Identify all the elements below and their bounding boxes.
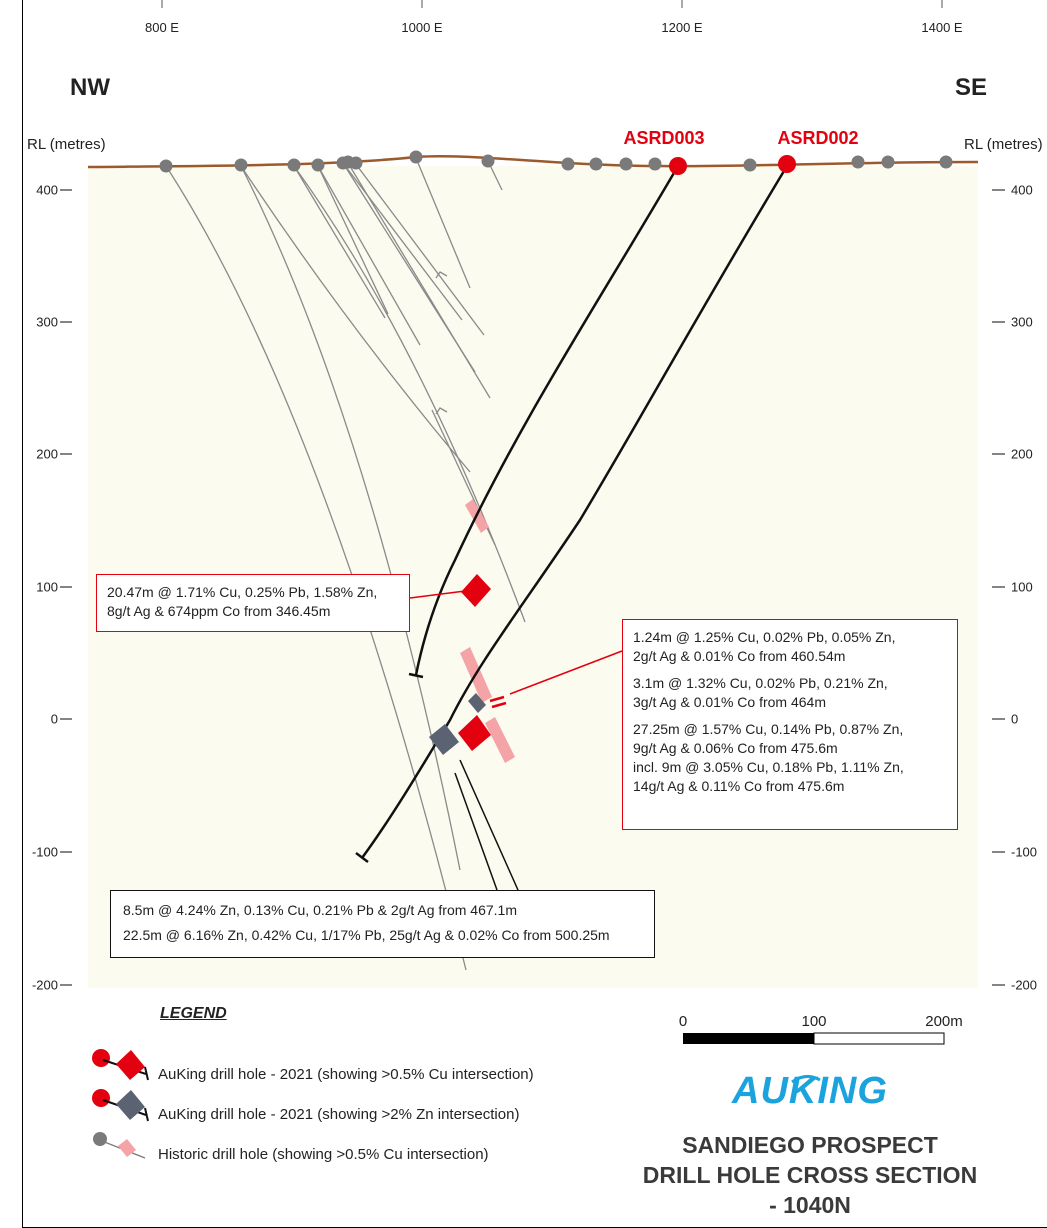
historic-collars [159,150,953,173]
rl-label-right: RL (metres) [964,136,1043,153]
legend-item-zn: AuKing drill hole - 2021 (showing >2% Zn… [158,1106,520,1123]
callout-line: 20.47m @ 1.71% Cu, 0.25% Pb, 1.58% Zn, [107,584,378,600]
callout-line: 1.24m @ 1.25% Cu, 0.02% Pb, 0.05% Zn, [633,629,896,645]
legend-item-cu: AuKing drill hole - 2021 (showing >0.5% … [158,1066,534,1083]
asrd003-end-of-hole [408,672,424,679]
scale-label-100: 100 [801,1013,827,1030]
callout-leader-zinc-a [454,772,498,891]
historic-drill-traces [165,157,526,971]
callout-asrd002-intersections: 1.24m @ 1.25% Cu, 0.02% Pb, 0.05% Zn, 2g… [622,619,958,830]
asrd003-collar [669,157,687,175]
asrd002-zn-intersection-1 [429,724,459,755]
y-left-400: 400 [36,182,58,198]
asrd002-end-of-hole [355,852,369,863]
legend-title: LEGEND [160,1005,227,1022]
auking-logo-pick [791,1075,821,1084]
callout-leader-asrd002 [509,650,623,695]
y-right-400: 400 [1011,182,1033,198]
callout-asrd003-intersection: 20.47m @ 1.71% Cu, 0.25% Pb, 1.58% Zn, 8… [96,574,410,632]
legend-symbol-cu [92,1049,149,1081]
callout-line: 8g/t Ag & 674ppm Co from 346.45m [107,603,331,619]
x-tick-1200: 1200 E [661,20,703,35]
y-left-100: 100 [36,579,58,595]
top-ticks [161,0,943,8]
auking-logo: AUKING [732,1070,888,1112]
asrd002-collar [778,155,796,173]
y-left-300: 300 [36,314,58,330]
legend-symbol-historic [93,1132,146,1159]
title-line-1: SANDIEGO PROSPECT [682,1132,938,1158]
compass-se: SE [955,74,988,101]
asrd003-label: ASRD003 [623,128,705,148]
scale-label-200: 200m [925,1013,963,1030]
callout-leader-zinc-b [459,759,519,891]
compass-nw: NW [70,74,110,101]
y-right-200: 200 [1011,446,1033,462]
y-right-300: 300 [1011,314,1033,330]
x-tick-800: 800 E [145,20,179,35]
asrd002-zn-intersection-2 [468,693,486,713]
callout-line: 3g/t Ag & 0.01% Co from 464m [633,694,826,710]
title-line-3: - 1040N [769,1192,851,1218]
y-right-minus100: -100 [1011,844,1038,860]
callout-line: 9g/t Ag & 0.06% Co from 475.6m [633,740,838,756]
scale-bar [683,1032,945,1045]
callout-line: 2g/t Ag & 0.01% Co from 460.54m [633,648,846,664]
legend-symbol-zn [92,1089,149,1122]
asrd002-cu-intersection [458,715,491,751]
y-right-100: 100 [1011,579,1033,595]
asrd003-trace [414,165,680,676]
y-right-minus200: -200 [1011,977,1038,993]
y-left-minus100: -100 [31,844,58,860]
scale-label-0: 0 [678,1013,688,1030]
topography-line [87,154,979,169]
y-ticks [60,189,1005,986]
callout-leader-asrd003 [409,589,474,599]
asrd003-cu-intersection [461,574,491,607]
callout-line: 3.1m @ 1.32% Cu, 0.02% Pb, 0.21% Zn, [633,675,888,691]
asrd002-narrow-intersections [489,695,507,709]
asrd002-label: ASRD002 [777,128,859,148]
callout-zinc-intersections: 8.5m @ 4.24% Zn, 0.13% Cu, 0.21% Pb & 2g… [110,890,655,958]
callout-line: incl. 9m @ 3.05% Cu, 0.18% Pb, 1.11% Zn, [633,759,904,775]
x-tick-1400: 1400 E [921,20,963,35]
callout-line: 14g/t Ag & 0.11% Co from 475.6m [633,778,845,794]
title-line-2: DRILL HOLE CROSS SECTION [642,1162,978,1188]
callout-line: 8.5m @ 4.24% Zn, 0.13% Cu, 0.21% Pb & 2g… [123,902,517,918]
y-left-minus200: -200 [31,977,58,993]
legend-item-historic: Historic drill hole (showing >0.5% Cu in… [158,1146,489,1163]
y-left-0: 0 [50,711,58,727]
callout-line: 27.25m @ 1.57% Cu, 0.14% Pb, 0.87% Zn, [633,721,904,737]
y-right-0: 0 [1011,711,1019,727]
rl-label-left: RL (metres) [27,136,106,153]
x-tick-1000: 1000 E [401,20,443,35]
callout-line: 22.5m @ 6.16% Zn, 0.42% Cu, 1/17% Pb, 25… [123,927,610,943]
y-left-200: 200 [36,446,58,462]
asrd002-trace [360,165,789,859]
